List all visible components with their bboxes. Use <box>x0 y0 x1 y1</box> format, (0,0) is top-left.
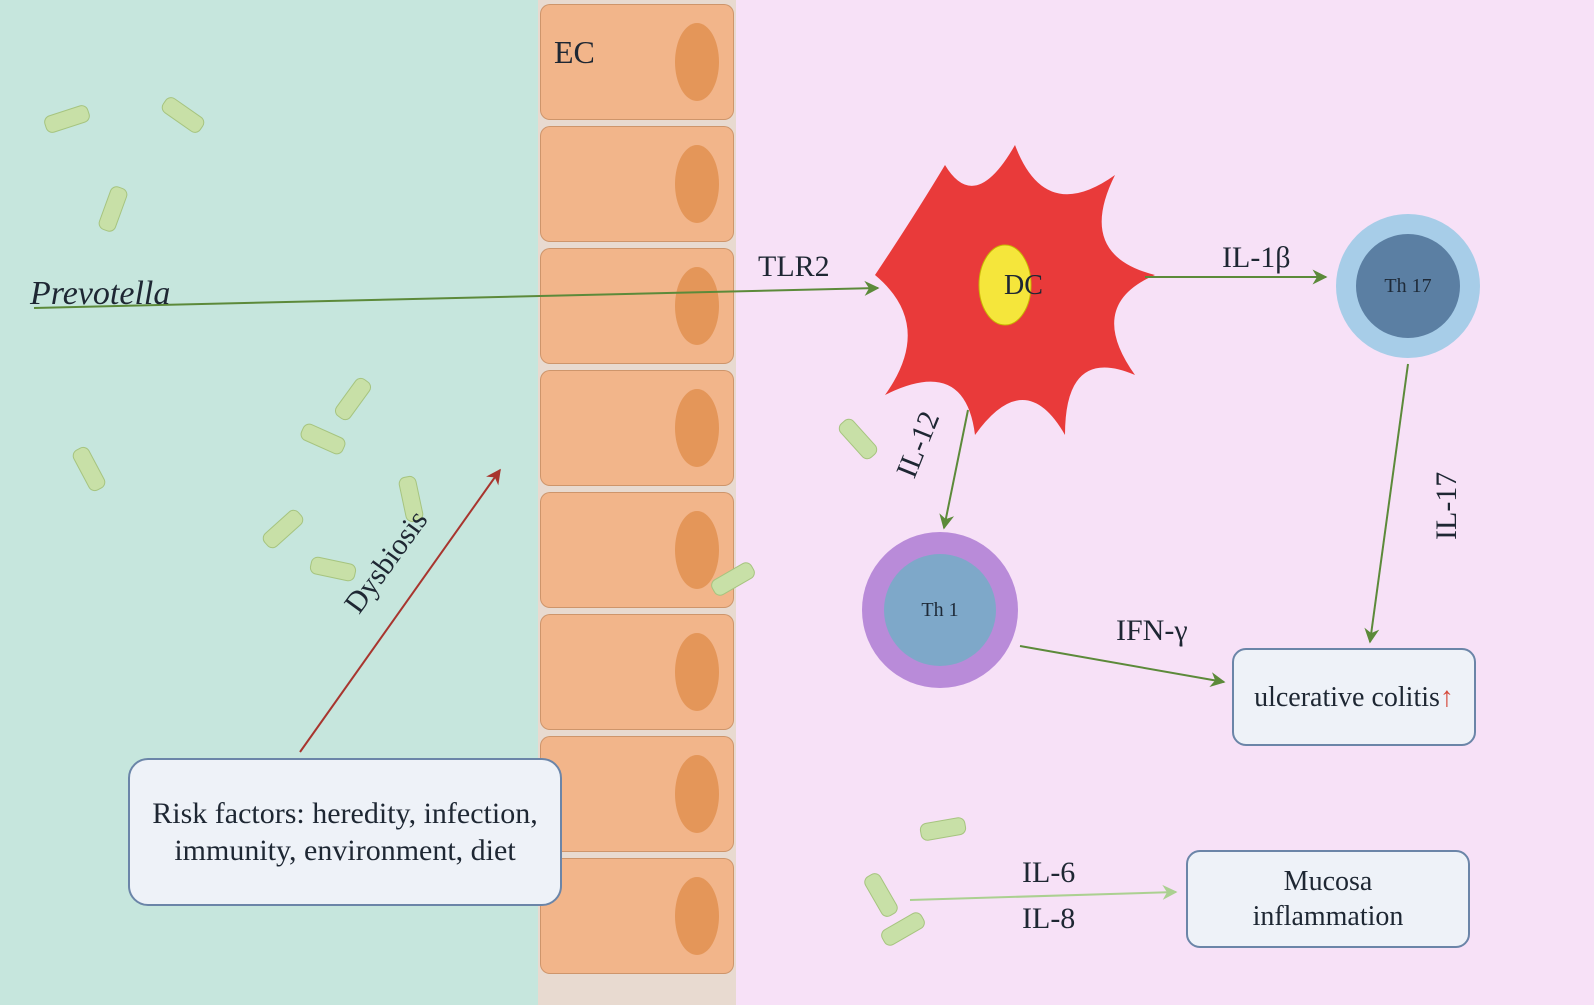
ulcerative-colitis-box: ulcerative colitis ↑ <box>1232 648 1476 746</box>
epithelial-nucleus <box>675 23 719 101</box>
th1-cell-nucleus: Th 1 <box>884 554 996 666</box>
diagram-stage: Th 17 Th 1 Risk factors: heredity, infecti… <box>0 0 1594 1005</box>
risk-factors-box-text: Risk factors: heredity, infection, immun… <box>148 795 542 870</box>
il17-label: IL-17 <box>1430 472 1464 540</box>
ec-label: EC <box>554 34 595 71</box>
ulcerative-colitis-box-text: ulcerative colitis <box>1254 680 1440 715</box>
epithelial-cell <box>540 370 734 486</box>
epithelial-nucleus <box>675 267 719 345</box>
dc-label: DC <box>1004 270 1043 302</box>
th17-cell: Th 17 <box>1336 214 1480 358</box>
epithelial-cell <box>540 126 734 242</box>
ifng-label: IFN-γ <box>1116 614 1188 648</box>
il8-label: IL-8 <box>1022 902 1075 936</box>
mucosa-inflammation-box: Mucosa inflammation <box>1186 850 1470 948</box>
up-arrow-icon: ↑ <box>1440 680 1454 715</box>
epithelial-cell <box>540 736 734 852</box>
th1-cell: Th 1 <box>862 532 1018 688</box>
epithelial-nucleus <box>675 145 719 223</box>
prevotella-label: Prevotella <box>30 275 170 313</box>
epithelial-cell <box>540 858 734 974</box>
th17-cell-nucleus: Th 17 <box>1356 234 1460 338</box>
epithelial-nucleus <box>675 511 719 589</box>
epithelial-cell <box>540 614 734 730</box>
epithelial-cell <box>540 492 734 608</box>
epithelial-nucleus <box>675 389 719 467</box>
epithelial-cell <box>540 248 734 364</box>
epithelial-nucleus <box>675 755 719 833</box>
th1-cell-label: Th 1 <box>921 599 958 622</box>
tlr2-label: TLR2 <box>758 250 830 284</box>
epithelial-nucleus <box>675 877 719 955</box>
il1b-label: IL-1β <box>1222 241 1291 275</box>
epithelial-nucleus <box>675 633 719 711</box>
mucosa-inflammation-box-text: Mucosa inflammation <box>1206 864 1450 934</box>
il6-label: IL-6 <box>1022 856 1075 890</box>
th17-cell-label: Th 17 <box>1384 275 1431 298</box>
risk-factors-box: Risk factors: heredity, infection, immun… <box>128 758 562 906</box>
